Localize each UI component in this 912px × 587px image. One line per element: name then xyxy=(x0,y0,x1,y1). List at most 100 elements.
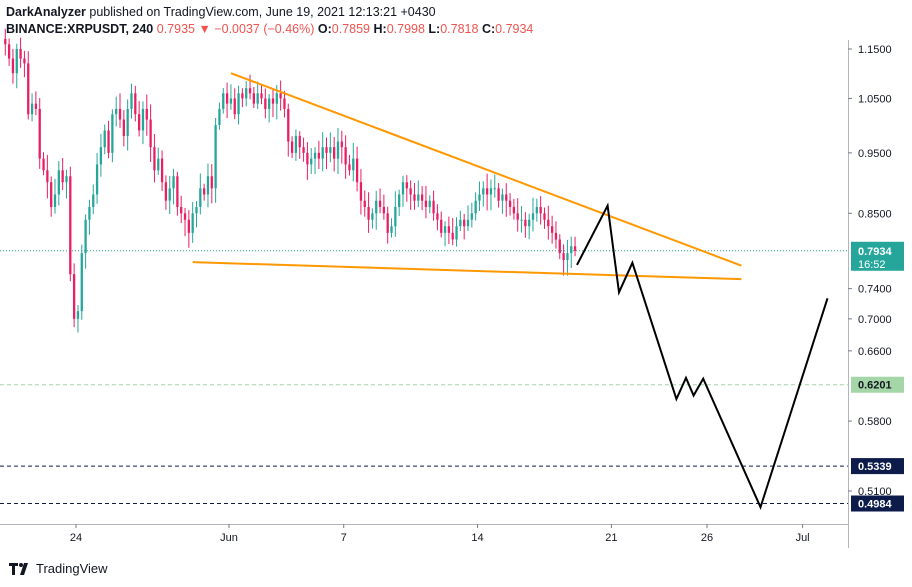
candle xyxy=(50,176,53,217)
candle-body xyxy=(336,141,340,159)
candle-body xyxy=(283,98,286,109)
ohlc-line: BINANCE:XRPUSDT, 240 0.7935 ▼ −0.0037 (−… xyxy=(6,21,533,38)
candle-body xyxy=(554,232,558,240)
candle xyxy=(11,48,15,84)
candle xyxy=(378,188,382,214)
candle xyxy=(317,140,321,170)
candle-body xyxy=(4,38,7,45)
candle xyxy=(562,244,565,276)
candle xyxy=(371,208,374,229)
close-label: C: xyxy=(481,22,496,36)
candle xyxy=(413,183,416,210)
candle-body xyxy=(317,152,321,159)
level-tag-label: 0.6201 xyxy=(858,380,892,392)
candle xyxy=(15,43,18,89)
candle-body xyxy=(409,188,412,195)
price-tick-label: 0.5800 xyxy=(858,416,892,428)
candle-body xyxy=(394,206,397,227)
candle-body xyxy=(287,108,290,142)
candle xyxy=(214,117,217,203)
candle xyxy=(72,263,76,328)
candle-body xyxy=(199,188,202,207)
open-label: O: xyxy=(317,22,332,36)
candle-body xyxy=(187,219,190,233)
candle xyxy=(57,161,60,206)
candle xyxy=(398,189,401,217)
level-price-tag[interactable]: 0.6201 xyxy=(851,376,904,393)
candle-body xyxy=(15,49,18,74)
candle-body xyxy=(355,158,359,183)
tradingview-footer[interactable]: TradingView xyxy=(8,561,108,576)
time-tick-label: Jul xyxy=(796,532,810,544)
candle xyxy=(61,158,64,191)
candle xyxy=(394,191,397,237)
low-label: L: xyxy=(428,22,441,36)
candle-body xyxy=(46,170,49,183)
level-price-tag[interactable]: 0.4984 xyxy=(851,495,904,512)
candle xyxy=(283,90,286,118)
candle-body xyxy=(485,188,489,195)
candle-body xyxy=(27,63,30,115)
level-tag-label: 0.5339 xyxy=(858,461,892,473)
candle xyxy=(65,169,68,199)
triangle-upper-trendline[interactable] xyxy=(230,72,742,267)
candle xyxy=(7,38,11,66)
candle xyxy=(489,179,493,211)
candle-body xyxy=(512,206,516,214)
candle xyxy=(42,152,45,176)
candle xyxy=(310,148,313,174)
footer-brand: TradingView xyxy=(36,561,108,576)
candle-body xyxy=(508,200,512,207)
candle xyxy=(248,74,252,100)
candle-body xyxy=(126,108,129,136)
candle-body xyxy=(313,152,317,159)
candle xyxy=(573,236,577,257)
candle-body xyxy=(160,158,164,183)
candle-body xyxy=(176,176,179,207)
time-tick-label: 26 xyxy=(701,532,713,544)
candle-body xyxy=(333,147,336,159)
candle xyxy=(363,190,366,217)
candle-body xyxy=(103,130,106,148)
candle-body xyxy=(210,176,213,189)
candle-body xyxy=(279,93,282,99)
candle xyxy=(176,171,179,216)
candle-body xyxy=(493,188,496,190)
symbol-label[interactable]: BINANCE:XRPUSDT, 240 xyxy=(6,22,154,36)
candle-body xyxy=(252,93,256,104)
candle-body xyxy=(401,182,405,195)
candle-body xyxy=(550,226,554,233)
price-chart[interactable]: 1.1500 1.0500 0.9500 0.8500 0.7400 0.7000 0.66… xyxy=(0,0,912,555)
candle-body xyxy=(38,108,41,159)
candle xyxy=(141,101,145,145)
tradingview-logo-icon xyxy=(9,562,28,575)
candle-body xyxy=(214,124,217,189)
candle-body xyxy=(531,213,535,220)
candle xyxy=(409,180,412,210)
drawings[interactable] xyxy=(192,72,829,510)
candle xyxy=(313,147,317,174)
candle xyxy=(30,93,34,122)
candle xyxy=(508,193,512,216)
projection-path[interactable] xyxy=(576,202,829,510)
candle-body xyxy=(310,158,313,165)
candle xyxy=(256,81,259,110)
candle-body xyxy=(57,170,60,195)
candle xyxy=(287,103,290,157)
candle xyxy=(111,109,114,163)
candle-body xyxy=(76,311,80,319)
publisher-name[interactable]: DarkAnalyzer xyxy=(6,5,86,19)
candle-body xyxy=(137,114,141,131)
candle xyxy=(306,142,309,180)
candle-body xyxy=(268,98,271,109)
candle-body xyxy=(65,176,68,183)
candle xyxy=(233,88,236,120)
candle-body xyxy=(275,93,278,104)
candle xyxy=(264,88,267,119)
candle xyxy=(493,174,496,198)
level-price-tag[interactable]: 0.5339 xyxy=(851,458,904,475)
triangle-lower-trendline[interactable] xyxy=(192,261,742,281)
candle-body xyxy=(180,206,183,214)
close-value: 0.7934 xyxy=(495,22,534,36)
